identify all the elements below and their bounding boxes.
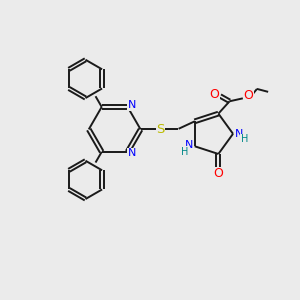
Text: N: N <box>128 100 136 110</box>
Text: N: N <box>128 148 136 158</box>
Text: O: O <box>243 89 253 103</box>
Text: N: N <box>235 129 243 139</box>
Text: H: H <box>181 147 189 157</box>
Text: O: O <box>213 167 223 180</box>
Text: O: O <box>209 88 219 101</box>
Text: N: N <box>185 140 194 150</box>
Text: S: S <box>156 123 165 136</box>
Text: H: H <box>241 134 248 144</box>
